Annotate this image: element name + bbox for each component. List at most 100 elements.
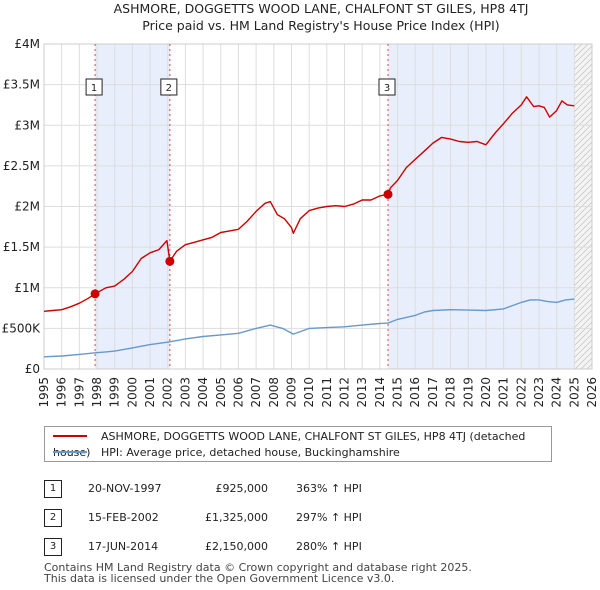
hatch-line: [574, 279, 592, 298]
x-tick-label: 2026: [585, 377, 599, 408]
x-tick-label: 2023: [532, 377, 546, 408]
hatch-line: [574, 159, 592, 178]
series-lines: [43, 96, 575, 358]
hatch-line: [574, 255, 592, 274]
x-tick-label: 2007: [249, 377, 263, 408]
x-tick-label: 2014: [373, 377, 387, 408]
hatch-line: [574, 147, 592, 166]
hatch-line: [574, 123, 592, 142]
hatch-line: [574, 195, 592, 214]
hatch-line: [574, 44, 577, 46]
price-chart: ASHMORE, DOGGETTS WOOD LANE, CHALFONT ST…: [2, 1, 599, 408]
x-tick-label: 2016: [408, 377, 422, 408]
x-tick-label: 2012: [338, 377, 352, 408]
sale-marker-box: [160, 78, 178, 96]
hatch-line: [574, 171, 592, 190]
hatch-line: [574, 321, 592, 340]
hatch-line: [574, 207, 592, 226]
hatch-line: [574, 111, 592, 130]
x-tick-label: 2001: [143, 377, 157, 408]
hatch-line: [574, 303, 592, 322]
y-tick-label: £0: [25, 362, 40, 376]
x-tick-label: 2005: [214, 377, 228, 408]
x-tick-label: 2022: [514, 377, 528, 408]
hatch-line: [574, 135, 592, 154]
hatch-line: [574, 309, 592, 328]
sale-number: 2: [44, 508, 62, 527]
legend-hpi-swatch: [53, 451, 87, 453]
hatch-line: [574, 177, 592, 196]
hatch-line: [574, 93, 592, 112]
y-tick-label: £500K: [2, 321, 42, 335]
x-axis: 1995 1996 1997 1998 1999 2000 2001 2002 2003 2004…: [37, 377, 599, 408]
x-tick-label: 2019: [461, 377, 475, 408]
sale-points: [90, 189, 393, 299]
footer: Contains HM Land Registry data © Crown c…: [44, 562, 472, 584]
x-tick-label: 2013: [355, 377, 369, 408]
x-tick-label: 2018: [444, 377, 458, 408]
footer-copyright: Contains HM Land Registry data © Crown c…: [44, 561, 472, 574]
x-tick-label: 2002: [161, 377, 175, 408]
x-tick-label: 1998: [90, 377, 104, 408]
hatch-line: [574, 291, 592, 310]
x-tick-label: 1999: [108, 377, 122, 408]
x-tick-label: 2010: [302, 377, 316, 408]
hatch-line: [574, 44, 589, 58]
sale-marker-box: [378, 78, 396, 96]
sale-price: £925,000: [215, 482, 269, 495]
sale-marker-label: 1: [91, 83, 97, 94]
hatch-line: [574, 10, 592, 28]
hatch-line: [574, 249, 592, 268]
hatch-line: [574, 267, 592, 286]
sales-row: 3 17-JUN-2014 £2,150,000 280% ↑ HPI: [44, 532, 362, 561]
hatch-line: [574, 153, 592, 172]
x-tick-label: 1995: [37, 377, 51, 408]
sale-lines: [94, 44, 389, 369]
sale-point: [165, 256, 175, 266]
hatch-line: [574, 219, 592, 238]
hatch-line: [574, 141, 592, 160]
x-tick-label: 2004: [196, 377, 210, 408]
y-tick-label: £4M: [14, 37, 40, 51]
sales-row: 2 15-FEB-2002 £1,325,000 297% ↑ HPI: [44, 503, 362, 532]
hatch-line: [574, 22, 592, 40]
sale-point: [90, 289, 100, 299]
hatch-line: [574, 273, 592, 292]
footer-license: This data is licensed under the Open Gov…: [44, 572, 395, 585]
y-tick-label: £3.5M: [3, 78, 40, 92]
hatch-line: [574, 57, 592, 76]
sale-date: 15-FEB-2002: [88, 511, 159, 524]
x-tick-label: 2020: [479, 377, 493, 408]
x-tick-label: 2006: [231, 377, 245, 408]
legend: ASHMORE, DOGGETTS WOOD LANE, CHALFONT ST…: [44, 426, 552, 462]
legend-hpi-label: HPI: Average price, detached house, Buck…: [101, 446, 400, 459]
x-tick-label: 2011: [320, 377, 334, 408]
hatch-line: [574, 351, 592, 369]
property-price-line: [43, 96, 575, 312]
hatch-line: [574, 297, 592, 316]
x-tick-label: 2000: [125, 377, 139, 408]
future-hatch: [574, 10, 592, 369]
hatch-line: [574, 87, 592, 106]
hatch-line: [574, 51, 592, 70]
x-tick-label: 2008: [267, 377, 281, 408]
hatch-line: [574, 183, 592, 202]
hatch-line: [574, 333, 592, 352]
grid: [43, 43, 593, 370]
sales-row: 1 20-NOV-1997 £925,000 363% ↑ HPI: [44, 474, 362, 503]
hatch-line: [574, 339, 592, 358]
plot-border: [43, 43, 593, 370]
hatch-line: [574, 117, 592, 136]
hatch-line: [574, 285, 592, 304]
hatch-line: [574, 225, 592, 244]
sale-marker-label: 3: [384, 83, 390, 94]
hatch-line: [574, 201, 592, 220]
y-tick-label: £1.5M: [3, 240, 40, 254]
sale-hpi-change: 280% ↑ HPI: [296, 540, 362, 553]
sale-number: 1: [44, 479, 62, 498]
x-tick-label: 2017: [426, 377, 440, 408]
sale-markers: 1 2 3: [85, 78, 396, 96]
sale-date: 17-JUN-2014: [88, 540, 159, 553]
chart-title: ASHMORE, DOGGETTS WOOD LANE, CHALFONT ST…: [114, 1, 529, 16]
hatch-line: [574, 345, 592, 364]
